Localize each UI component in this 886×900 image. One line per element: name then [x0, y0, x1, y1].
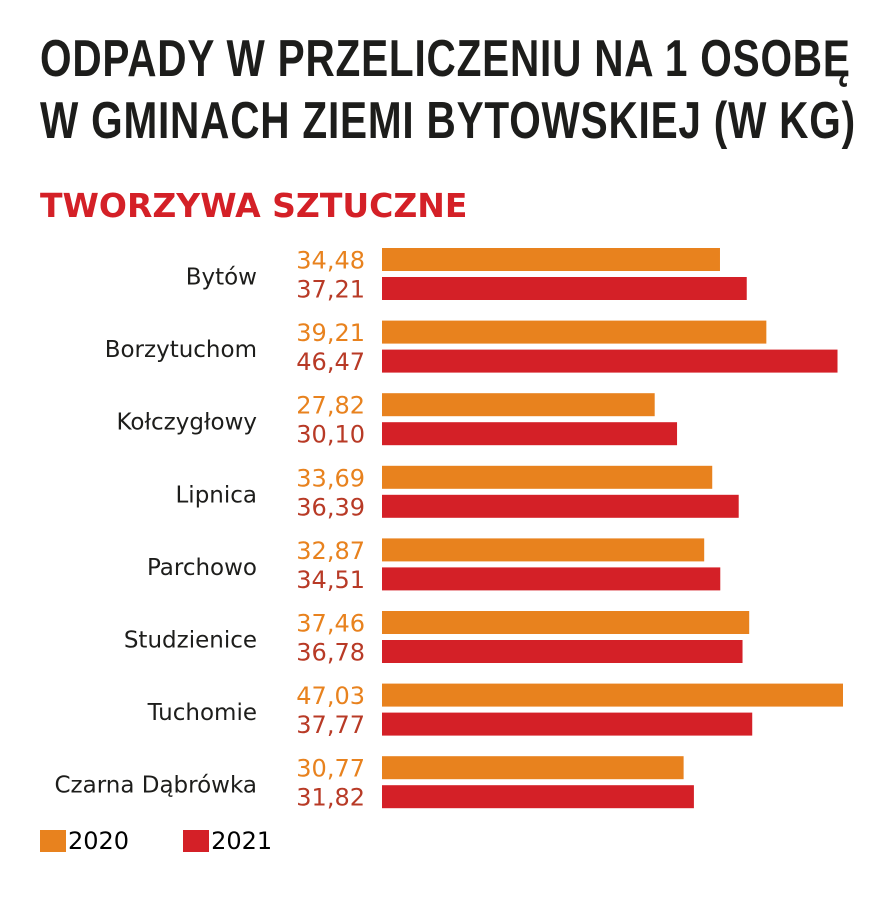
category-label-bytow: Bytów [186, 265, 257, 291]
category-label-parchowo: Parchowo [147, 555, 257, 581]
value-label-2021-studzienice: 36,78 [296, 639, 365, 667]
legend-label-2020: 2020 [68, 827, 130, 855]
value-label-2020-tuchomie: 47,03 [296, 682, 365, 710]
value-label-2021-bytow: 37,21 [296, 276, 365, 304]
value-label-2020-borzytuchom: 39,21 [296, 319, 365, 347]
chart-subtitle: TWORZYWA SZTUCZNE [40, 186, 468, 225]
legend-item-2020: 2020 [40, 827, 129, 855]
category-label-borzytuchom: Borzytuchom [105, 337, 257, 363]
bar-2020-kolczyglowy [382, 393, 655, 417]
legend-item-2021: 2021 [183, 827, 272, 855]
bar-2021-kolczyglowy [382, 422, 678, 446]
bar-2021-bytow [382, 277, 747, 300]
value-label-2020-parchowo: 32,87 [296, 537, 365, 565]
value-label-2021-lipnica: 36,39 [296, 493, 365, 521]
legend-label-2021: 2021 [211, 827, 273, 855]
value-label-2021-czarna-dabrowka: 31,82 [296, 784, 365, 812]
value-label-2021-kolczyglowy: 30,10 [296, 421, 365, 449]
bar-2021-lipnica [382, 494, 739, 518]
bar-2020-lipnica [382, 465, 713, 489]
value-label-2020-kolczyglowy: 27,82 [296, 392, 365, 420]
value-label-2021-tuchomie: 37,77 [296, 711, 365, 739]
value-label-2020-studzienice: 37,46 [296, 610, 365, 638]
value-label-2021-parchowo: 34,51 [296, 566, 365, 594]
legend-swatch-2021 [183, 830, 210, 852]
bar-2021-borzytuchom [382, 349, 838, 373]
bar-2020-borzytuchom [382, 320, 767, 344]
bar-2021-parchowo [382, 567, 721, 591]
bar-2020-czarna-dabrowka [382, 756, 684, 780]
bar-2021-czarna-dabrowka [382, 785, 694, 809]
legend: 2020 2021 [40, 826, 326, 856]
category-label-kolczyglowy: Kołczygłowy [116, 410, 257, 436]
bar-2021-tuchomie [382, 712, 753, 736]
bar-2021-studzienice [382, 640, 743, 663]
category-label-studzienice: Studzienice [124, 628, 257, 654]
bar-2020-bytow [382, 248, 720, 271]
legend-swatch-2020 [40, 830, 66, 852]
bar-2020-studzienice [382, 611, 750, 634]
category-label-tuchomie: Tuchomie [147, 700, 257, 726]
value-label-2020-lipnica: 33,69 [296, 464, 365, 492]
category-label-lipnica: Lipnica [175, 482, 257, 508]
value-label-2020-czarna-dabrowka: 30,77 [296, 755, 365, 783]
value-label-2020-bytow: 34,48 [296, 247, 365, 275]
category-label-czarna-dabrowka: Czarna Dąbrówka [54, 773, 257, 799]
value-label-2021-borzytuchom: 46,47 [296, 348, 365, 376]
bar-2020-tuchomie [382, 683, 843, 707]
bar-2020-parchowo [382, 538, 705, 562]
